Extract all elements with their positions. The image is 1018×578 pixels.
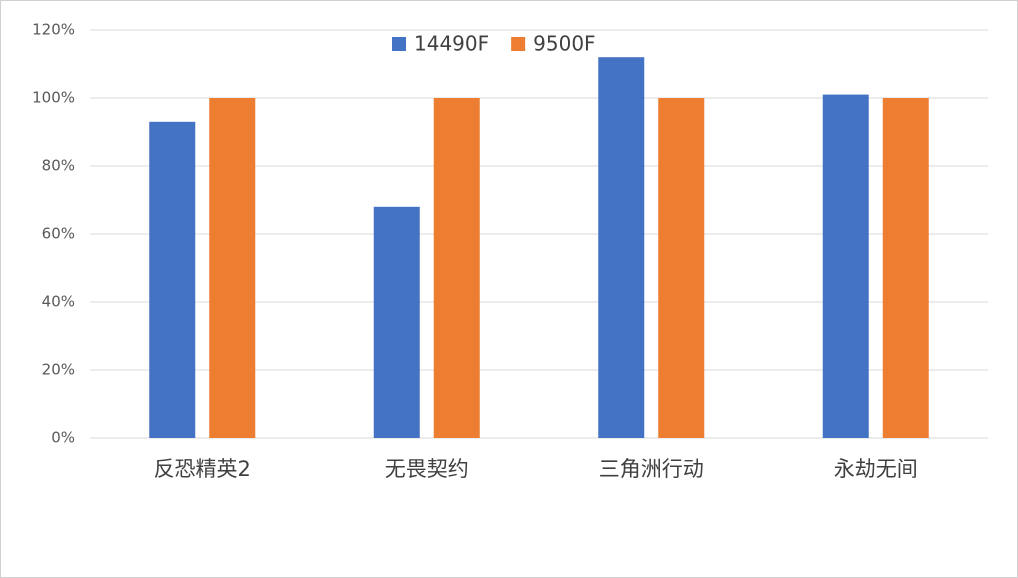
legend-swatch: [511, 37, 526, 51]
x-tick-label: 三角洲行动: [599, 457, 704, 481]
x-tick-label: 反恐精英2: [154, 457, 251, 481]
x-tick-label: 永劫无间: [834, 457, 918, 481]
bar: [373, 206, 420, 438]
bar: [822, 94, 869, 438]
y-tick-label: 20%: [42, 361, 75, 379]
legend-swatch: [392, 37, 406, 51]
bar: [658, 98, 705, 438]
y-tick-label: 0%: [51, 429, 75, 447]
legend-label: 14490F: [414, 32, 489, 56]
bar: [433, 98, 480, 438]
bar: [882, 98, 929, 438]
bar: [149, 121, 196, 439]
bar: [598, 57, 645, 438]
x-tick-label: 无畏契约: [385, 457, 469, 481]
y-tick-label: 100%: [32, 89, 75, 107]
y-tick-label: 40%: [42, 293, 75, 311]
y-tick-label: 120%: [32, 21, 75, 39]
y-tick-label: 80%: [42, 157, 75, 175]
legend-label: 9500F: [533, 32, 595, 56]
y-tick-label: 60%: [42, 225, 75, 243]
bar: [209, 98, 256, 438]
